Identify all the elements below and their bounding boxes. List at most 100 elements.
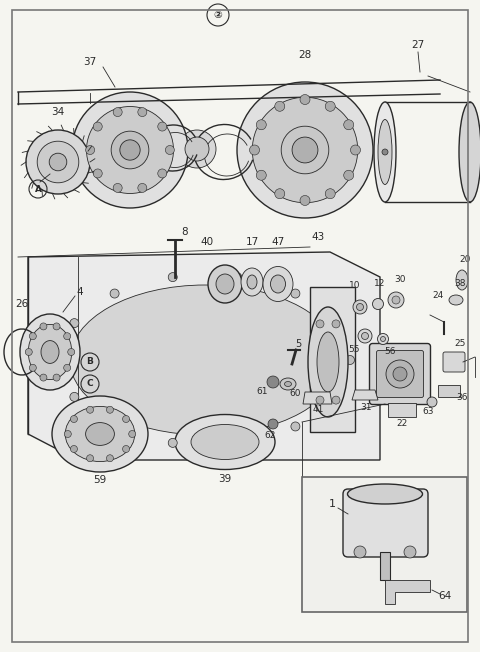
Text: 17: 17	[245, 237, 259, 247]
Text: 55: 55	[348, 346, 360, 355]
Circle shape	[158, 169, 167, 178]
Text: 5: 5	[295, 339, 301, 349]
Circle shape	[331, 319, 340, 327]
Circle shape	[168, 438, 177, 447]
Text: 4: 4	[77, 287, 84, 297]
Circle shape	[250, 145, 260, 155]
Circle shape	[110, 422, 119, 431]
Circle shape	[166, 145, 174, 155]
Ellipse shape	[70, 285, 340, 435]
Ellipse shape	[271, 275, 286, 293]
Bar	[438, 385, 460, 397]
Circle shape	[275, 101, 285, 111]
Ellipse shape	[52, 396, 148, 472]
Text: 62: 62	[264, 432, 276, 441]
Text: 38: 38	[454, 280, 466, 288]
Circle shape	[53, 374, 60, 381]
Ellipse shape	[185, 137, 209, 161]
Circle shape	[29, 364, 36, 371]
Text: 12: 12	[374, 280, 386, 288]
Circle shape	[233, 438, 242, 447]
Circle shape	[68, 349, 75, 355]
Circle shape	[53, 323, 60, 330]
Ellipse shape	[41, 340, 59, 363]
Text: B: B	[86, 357, 94, 366]
Circle shape	[300, 196, 310, 205]
Ellipse shape	[26, 130, 90, 194]
Circle shape	[316, 320, 324, 328]
Circle shape	[353, 300, 367, 314]
Circle shape	[382, 149, 388, 155]
Text: 64: 64	[438, 591, 452, 601]
Text: 28: 28	[299, 50, 312, 60]
Circle shape	[25, 349, 32, 355]
Text: 41: 41	[312, 406, 324, 415]
Text: 43: 43	[312, 232, 324, 242]
Ellipse shape	[285, 381, 291, 387]
Circle shape	[129, 430, 136, 437]
Circle shape	[332, 320, 340, 328]
Text: 10: 10	[349, 280, 361, 289]
Circle shape	[110, 289, 119, 298]
Ellipse shape	[308, 307, 348, 417]
Text: 56: 56	[384, 348, 396, 357]
Circle shape	[40, 323, 47, 330]
Circle shape	[85, 145, 95, 155]
Bar	[310, 287, 355, 432]
Circle shape	[40, 374, 47, 381]
Ellipse shape	[49, 153, 67, 171]
Polygon shape	[303, 392, 332, 404]
Circle shape	[71, 445, 77, 452]
Circle shape	[86, 454, 94, 462]
Circle shape	[86, 406, 94, 413]
Circle shape	[346, 355, 355, 364]
Ellipse shape	[237, 82, 373, 218]
Text: 36: 36	[456, 393, 468, 402]
Circle shape	[393, 367, 407, 381]
Ellipse shape	[252, 97, 358, 203]
Ellipse shape	[348, 484, 422, 504]
Ellipse shape	[358, 329, 372, 343]
Ellipse shape	[216, 274, 234, 294]
Circle shape	[354, 546, 366, 558]
Ellipse shape	[281, 126, 329, 174]
Text: 27: 27	[411, 40, 425, 50]
Ellipse shape	[111, 131, 149, 169]
Text: 39: 39	[218, 474, 232, 484]
Ellipse shape	[378, 119, 392, 185]
Text: A: A	[35, 185, 41, 194]
Ellipse shape	[377, 334, 388, 344]
FancyBboxPatch shape	[343, 489, 428, 557]
Circle shape	[357, 303, 363, 310]
Ellipse shape	[456, 270, 468, 290]
Circle shape	[275, 188, 285, 199]
FancyBboxPatch shape	[376, 351, 423, 398]
Circle shape	[64, 333, 71, 340]
Text: 8: 8	[182, 227, 188, 237]
Ellipse shape	[361, 333, 369, 340]
Ellipse shape	[86, 106, 173, 194]
Text: ②: ②	[214, 10, 222, 20]
Ellipse shape	[317, 332, 339, 392]
Circle shape	[107, 454, 113, 462]
Ellipse shape	[459, 102, 480, 202]
Circle shape	[386, 360, 414, 388]
Circle shape	[256, 120, 266, 130]
Circle shape	[113, 183, 122, 192]
Circle shape	[392, 296, 400, 304]
Circle shape	[404, 546, 416, 558]
Ellipse shape	[449, 295, 463, 305]
Circle shape	[325, 101, 335, 111]
Circle shape	[70, 319, 79, 327]
Bar	[380, 552, 390, 580]
Circle shape	[64, 364, 71, 371]
Circle shape	[291, 289, 300, 298]
Ellipse shape	[20, 314, 80, 390]
Ellipse shape	[381, 336, 385, 342]
Text: 47: 47	[271, 237, 285, 247]
Circle shape	[56, 355, 64, 364]
Circle shape	[71, 415, 77, 422]
FancyBboxPatch shape	[370, 344, 431, 404]
Text: 25: 25	[454, 340, 466, 349]
Text: 24: 24	[432, 291, 444, 299]
